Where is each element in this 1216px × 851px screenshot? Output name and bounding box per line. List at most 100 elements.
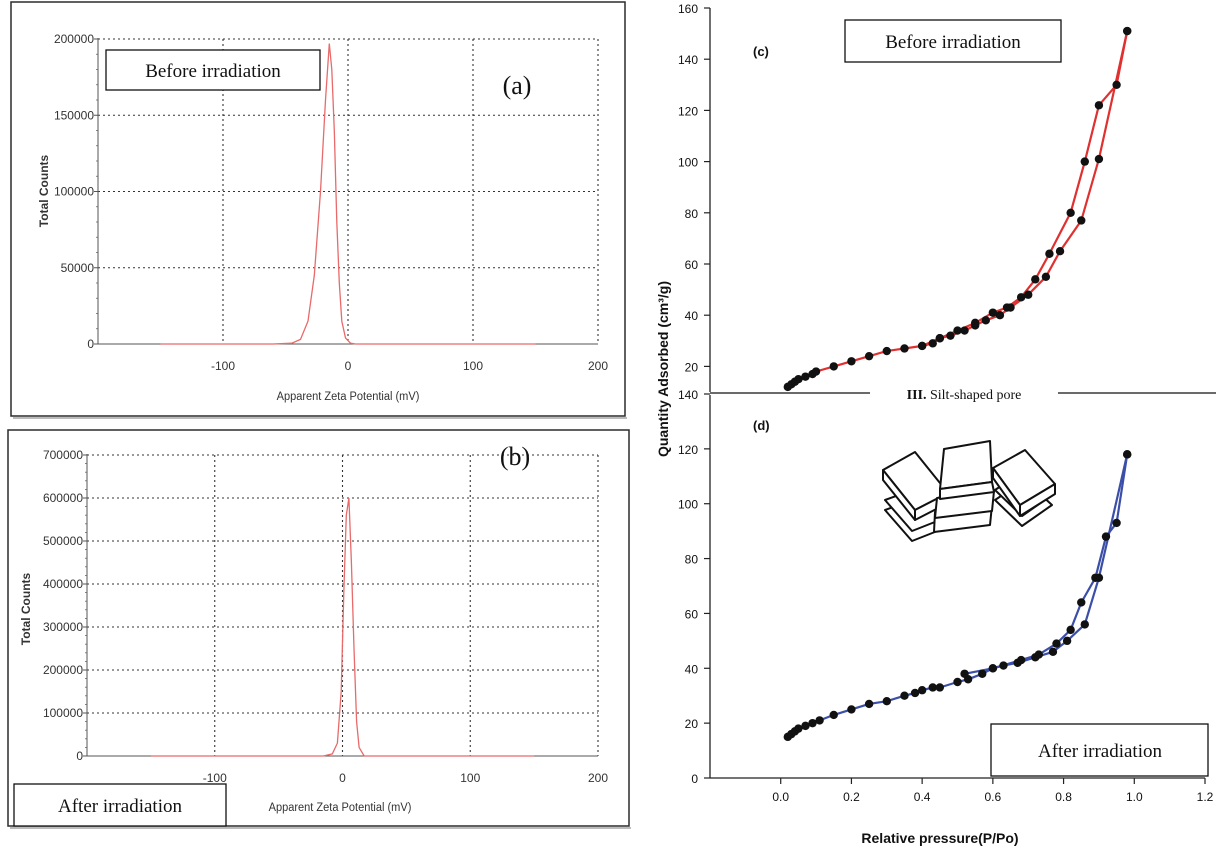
panel-d-desorption-point: [1123, 450, 1131, 458]
panel-c-adsorption-point: [830, 362, 838, 370]
panel-a-xtick-label: 200: [588, 359, 608, 373]
panel-c-ticks: 20 40 60 80 100 120 140 160: [678, 2, 710, 374]
panel-c-adsorption-point: [1077, 216, 1085, 224]
plate-stack-middle: [934, 441, 994, 532]
panel-d-xtick-label: 0.6: [985, 790, 1002, 804]
panel-b-ytick-label: 200000: [43, 663, 83, 677]
panel-c-panel-label: (c): [753, 44, 769, 59]
panel-d-adsorption-point: [999, 661, 1007, 669]
panel-d-adsorption-point: [936, 683, 944, 691]
panel-c-adsorption-point: [865, 352, 873, 360]
panel-c-adsorption-point: [812, 367, 820, 375]
panel-d-desorption-point: [989, 664, 997, 672]
panel-c-ytick-label: 120: [678, 104, 698, 118]
panel-a-xtick-label: 100: [463, 359, 483, 373]
panel-d-ytick-label: 140: [678, 388, 698, 402]
panel-c: 20 40 60 80 100 120 140 160 (c) Before irradiat…: [678, 2, 1131, 392]
panel-c-adsorption-point: [1056, 247, 1064, 255]
panel-d-adsorption-point: [815, 716, 823, 724]
plate-stack-right: [993, 450, 1055, 526]
panel-d-xtick-label: 0.4: [914, 790, 931, 804]
panel-c-desorption-point: [989, 308, 997, 316]
panel-b-xlabel: Apparent Zeta Potential (mV): [269, 802, 412, 814]
panel-d-desorption-point: [1091, 574, 1099, 582]
panel-c-ytick-label: 100: [678, 156, 698, 170]
panel-a-ytick-label: 100000: [54, 185, 94, 199]
panel-c-desorption-point: [953, 326, 961, 334]
panel-c-ytick-label: 20: [685, 360, 699, 374]
panel-c-ytick-label: 140: [678, 53, 698, 67]
panel-a-ytick-label: 200000: [54, 32, 94, 46]
panel-d-adsorption-point: [900, 692, 908, 700]
panel-d-desorption-point: [1102, 532, 1110, 540]
panel-a: -100 0 100 200050000100000150000200000 Appa…: [11, 2, 627, 418]
panel-d-xtick-label: 0.2: [843, 790, 860, 804]
panel-d-ytick-label: 20: [685, 717, 699, 731]
panel-c-desorption-point: [1081, 157, 1089, 165]
panel-d-adsorption-point: [865, 700, 873, 708]
panel-d-adsorption-point: [918, 686, 926, 694]
pore-label-bold: III.: [907, 388, 927, 403]
panel-c-adsorption-point: [946, 331, 954, 339]
panel-c-desorption-point: [1003, 303, 1011, 311]
panel-a-ytick-label: 50000: [61, 261, 95, 275]
panel-b-xtick-label: 0: [339, 771, 346, 785]
panel-b-ytick-label: 700000: [43, 448, 83, 462]
panel-d-ytick-label: 60: [685, 607, 699, 621]
panel-d-adsorption-point: [1063, 637, 1071, 645]
panel-b-panel-label: (b): [500, 442, 530, 471]
right-ylabel: Quantity Adsorbed (cm³/g): [655, 281, 671, 457]
panel-c-ytick-label: 160: [678, 2, 698, 16]
panel-a-ytick-label: 0: [87, 337, 94, 351]
panel-a-ytick-label: 150000: [54, 108, 94, 122]
panel-b-ylabel: Total Counts: [19, 572, 33, 645]
panel-c-adsorption-point: [1042, 273, 1050, 281]
panel-c-desorption-point: [1112, 81, 1120, 89]
panel-d-xlabel: Relative pressure(P/Po): [861, 830, 1018, 846]
slit-pore-plates-illustration: [883, 441, 1055, 541]
panel-a-box-label: Before irradiation: [145, 61, 281, 82]
panel-c-box-label: Before irradiation: [885, 32, 1021, 53]
panel-b-ytick-label: 300000: [43, 620, 83, 634]
panel-d-xtick-label: 0.0: [772, 790, 789, 804]
panel-d-adsorption-point: [847, 705, 855, 713]
panel-d-adsorption-point: [978, 670, 986, 678]
panel-d-desorption-point: [1052, 639, 1060, 647]
panel-b-ytick-label: 0: [76, 749, 83, 763]
panel-a-xtick-label: 0: [345, 359, 352, 373]
panel-c-ytick-label: 60: [685, 258, 699, 272]
panel-d-adsorption-point: [1049, 648, 1057, 656]
panel-c-desorption-point: [1031, 275, 1039, 283]
panel-b-ytick-label: 400000: [43, 577, 83, 591]
panel-d-adsorption-point: [883, 697, 891, 705]
panel-b-xtick-label: 100: [460, 771, 480, 785]
panel-d-adsorption-point: [830, 711, 838, 719]
panel-d-desorption-point: [1066, 626, 1074, 634]
panel-c-desorption-point: [1017, 293, 1025, 301]
panel-d-desorption-point: [1035, 650, 1043, 658]
pore-label: III. Silt-shaped pore: [907, 388, 1022, 403]
panel-b: -100 0 100 200 0 100000 200000 300000 400000 5000…: [8, 430, 631, 828]
panel-c-adsorption-point: [929, 339, 937, 347]
panel-d-desorption-point: [1112, 519, 1120, 527]
panel-c-desorption-point: [936, 334, 944, 342]
panel-d-desorption-point: [1077, 598, 1085, 606]
panel-d-ytick-label: 120: [678, 443, 698, 457]
panel-d-ytick-label: 0: [691, 772, 698, 786]
panel-b-box-label: After irradiation: [58, 796, 182, 817]
panel-d-ytick-label: 100: [678, 498, 698, 512]
panel-b-ytick-label: 600000: [43, 491, 83, 505]
panel-c-adsorption-point: [1095, 155, 1103, 163]
panel-c-desorption-point: [1095, 101, 1103, 109]
panel-c-adsorption-point: [900, 344, 908, 352]
panel-c-desorption-point: [971, 319, 979, 327]
panel-c-ytick-label: 40: [685, 309, 699, 323]
panel-a-ylabel: Total Counts: [37, 154, 51, 227]
panel-b-frame: [8, 430, 629, 826]
panel-a-xtick-label: -100: [211, 359, 235, 373]
panel-b-ytick-label: 100000: [43, 706, 83, 720]
panel-d-box-label: After irradiation: [1038, 741, 1162, 762]
panel-d-desorption-point: [1017, 656, 1025, 664]
panel-c-desorption-point: [918, 342, 926, 350]
panel-d-panel-label: (d): [753, 418, 770, 433]
